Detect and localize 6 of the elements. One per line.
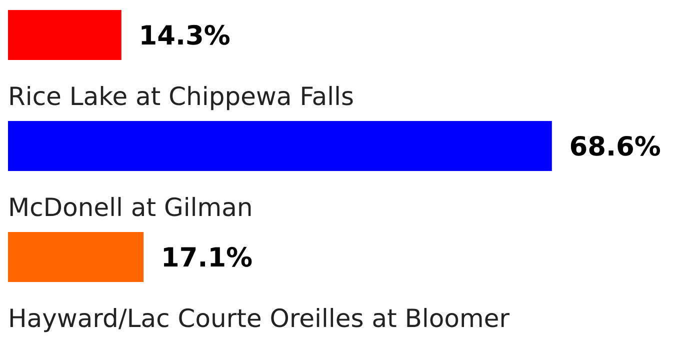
data-label: 68.6% (570, 136, 660, 156)
y-tick-label: Hayward/Lac Courte Oreilles at Bloomer (10, 308, 510, 332)
data-label: 14.3% (142, 24, 230, 45)
data-label: 17.1% (164, 246, 252, 267)
y-tick-label: Rice Lake at Chippewa Falls (10, 86, 353, 110)
y-tick-label: McDonell at Gilman (10, 196, 251, 216)
